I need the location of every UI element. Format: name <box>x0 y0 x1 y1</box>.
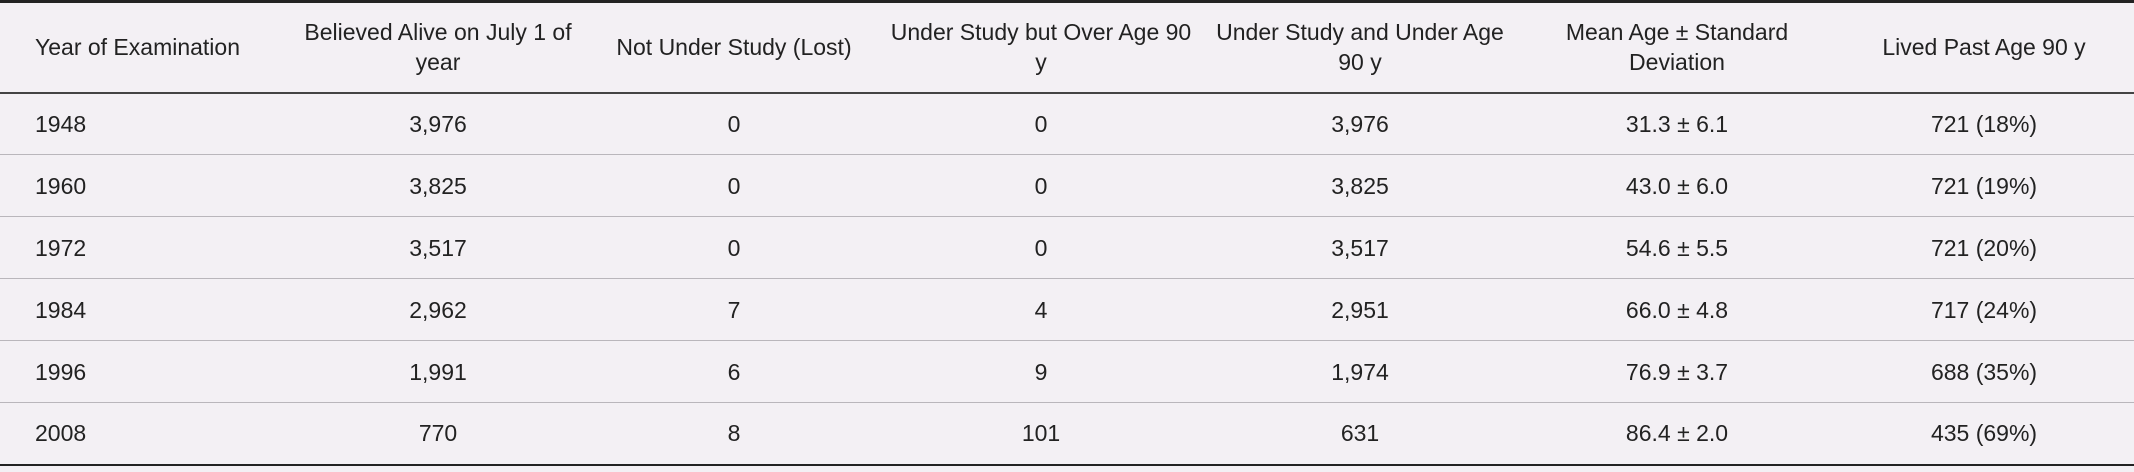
table-cell: 770 <box>418 420 458 447</box>
column-header: Year of Examination <box>35 34 241 61</box>
table-cell: 86.4 ± 2.0 <box>1625 420 1729 447</box>
table-cell: 3,825 <box>1331 172 1389 199</box>
table-cell: 3,517 <box>1331 234 1389 261</box>
table-cell: 66.0 ± 4.8 <box>1625 296 1729 323</box>
table-body: 1948 3,976 0 0 3,976 31.3 ± 6.1 721 (18%) 1960 3… <box>0 93 2134 465</box>
table-cell: 0 <box>727 110 741 137</box>
table-cell: 4 <box>1034 296 1048 323</box>
table-cell: 1,991 <box>409 358 467 385</box>
table-cell: 721 (20%) <box>1930 234 2038 261</box>
table-header: Year of Examination Believed Alive on Jul… <box>0 1 2134 93</box>
column-header: Under Study and Under Age 90 y <box>1216 19 1504 76</box>
table-row: 1996 1,991 6 9 1,974 76.9 ± 3.7 688 (35%) <box>0 341 2134 403</box>
table-row: 1960 3,825 0 0 3,825 43.0 ± 6.0 721 (19%) <box>0 155 2134 217</box>
header-row: Year of Examination Believed Alive on Jul… <box>0 1 2134 93</box>
table-cell: 3,976 <box>1331 110 1389 137</box>
table-cell: 54.6 ± 5.5 <box>1625 234 1729 261</box>
table-cell: 9 <box>1034 358 1048 385</box>
table-cell: 1948 <box>35 110 87 137</box>
table-cell: 8 <box>727 420 741 447</box>
table-cell: 31.3 ± 6.1 <box>1625 110 1729 137</box>
table-cell: 3,825 <box>409 172 467 199</box>
table-cell: 721 (18%) <box>1930 110 2038 137</box>
table-cell: 6 <box>727 358 741 385</box>
table-cell: 3,517 <box>409 234 467 261</box>
table-cell: 2,962 <box>409 296 467 323</box>
column-header: Believed Alive on July 1 of year <box>304 19 572 76</box>
table-row: 2008 770 8 101 631 86.4 ± 2.0 435 (69%) <box>0 403 2134 465</box>
table-cell: 1,974 <box>1331 358 1389 385</box>
table-cell: 2008 <box>35 420 87 447</box>
table-cell: 631 <box>1340 420 1380 447</box>
column-header: Not Under Study (Lost) <box>616 34 852 61</box>
table-cell: 101 <box>1021 420 1061 447</box>
table-cell: 0 <box>1034 172 1048 199</box>
table-cell: 0 <box>1034 110 1048 137</box>
table-row: 1948 3,976 0 0 3,976 31.3 ± 6.1 721 (18%) <box>0 93 2134 155</box>
table-cell: 688 (35%) <box>1930 358 2038 385</box>
table-cell: 435 (69%) <box>1930 420 2038 447</box>
table-cell: 717 (24%) <box>1930 296 2038 323</box>
table-cell: 2,951 <box>1331 296 1389 323</box>
table-cell: 1996 <box>35 358 87 385</box>
table-cell: 0 <box>727 172 741 199</box>
column-header: Lived Past Age 90 y <box>1882 34 2086 61</box>
table-cell: 76.9 ± 3.7 <box>1625 358 1729 385</box>
column-header: Mean Age ± Standard Deviation <box>1565 19 1789 76</box>
table-cell: 43.0 ± 6.0 <box>1625 172 1729 199</box>
table-row: 1984 2,962 7 4 2,951 66.0 ± 4.8 717 (24%) <box>0 279 2134 341</box>
table-cell: 1960 <box>35 172 87 199</box>
table-cell: 0 <box>1034 234 1048 261</box>
table-cell: 1984 <box>35 296 87 323</box>
table-cell: 721 (19%) <box>1930 172 2038 199</box>
table-row: 1972 3,517 0 0 3,517 54.6 ± 5.5 721 (20%) <box>0 217 2134 279</box>
column-header: Under Study but Over Age 90 y <box>890 19 1192 76</box>
table-cell: 1972 <box>35 234 87 261</box>
table-cell: 3,976 <box>409 110 467 137</box>
table-cell: 0 <box>727 234 741 261</box>
table-cell: 7 <box>727 296 741 323</box>
